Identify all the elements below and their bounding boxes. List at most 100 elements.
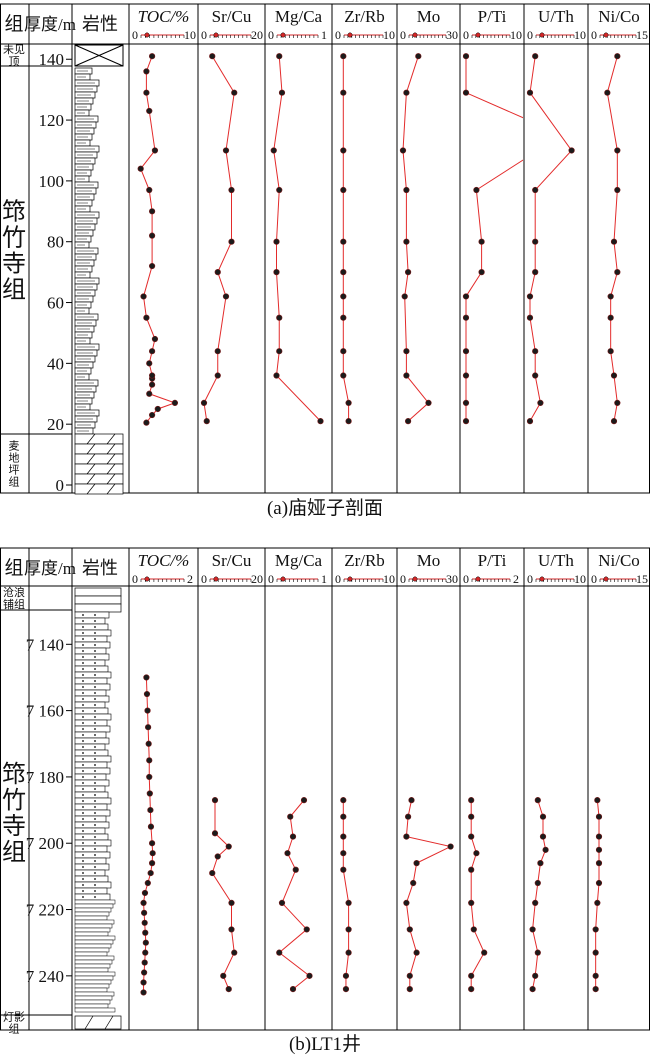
siltstone-bed [74,827,106,835]
siltstone-bed [74,893,111,901]
track-nico: Ni/Co0 15 [591,551,648,993]
data-point [317,418,324,425]
scale-max-label: 30 [446,572,458,586]
silt-dot [82,704,84,706]
track-uth: U/Th 0 10 [526,7,586,425]
series-line [465,56,523,422]
silt-dot [82,752,84,754]
series-line [140,56,177,423]
siltstone-bed [74,773,107,781]
data-point [403,186,410,194]
silt-dot [82,638,84,640]
data-point [425,399,432,406]
silt-dot [94,626,96,628]
data-point [214,372,221,379]
data-point [462,293,470,300]
dolomite-hatch [86,433,96,445]
data-point [595,813,603,820]
shale-bed [74,951,108,957]
siltstone-bed [74,749,109,757]
siltstone-bed [74,641,111,649]
siltstone-bed [74,629,112,637]
data-point [145,724,152,731]
unseen-top-cross [74,44,124,67]
shale-bed [74,979,112,985]
data-point [141,969,148,976]
data-point [340,238,347,245]
data-point [345,418,352,425]
silt-dot [82,794,84,796]
data-point [405,418,412,425]
data-point [345,899,352,907]
silt-dot [82,680,84,682]
formation-label-line: 铺组 [3,597,25,611]
siltstone-bed [74,767,111,775]
data-point [231,949,238,956]
data-point [276,314,283,321]
data-point [592,926,599,933]
scale-max-label: 1 [321,572,327,586]
shale-bed [74,963,111,969]
data-point [278,89,286,96]
track-body [529,797,549,993]
siltstone-bed [74,737,110,745]
data-point [140,293,147,300]
track-body [276,797,313,993]
data-point [143,314,150,321]
silt-dot [94,692,96,694]
depth-tick-label: 7 220 [26,901,64,920]
track-title: Mo [417,551,441,570]
scale-marker [539,32,545,38]
formation-label-char: 坪 [9,463,20,476]
data-point [539,813,547,820]
silt-dot [94,842,96,844]
scale-marker [475,32,481,38]
depth-tick-label: 7 160 [26,702,64,721]
data-point [595,846,603,853]
depth-tick-label: 40 [47,354,64,373]
data-point [340,797,347,804]
scale-max-label: 20 [251,572,263,586]
data-point [526,89,534,96]
data-point [149,232,156,239]
data-point [276,186,283,194]
data-point [149,348,156,355]
data-point [473,186,480,194]
dolomite-bed [74,463,124,475]
silt-dot [82,668,84,670]
scale-marker [539,576,545,582]
series-line [529,56,573,422]
silt-dot [82,710,84,712]
data-point [292,866,299,873]
scale-max-label: 2 [187,572,193,586]
dolomite-bed [74,453,124,465]
data-point [594,899,601,907]
shale-bed [74,995,113,1001]
data-point [595,879,603,887]
dolomite-hatch [86,453,96,465]
data-point [345,926,352,933]
track-srcu: Sr/Cu 0 20 [201,551,263,993]
data-point [228,186,235,194]
shale-bed [74,907,112,913]
data-point [614,186,621,194]
data-point [340,89,347,96]
series-line [405,800,453,990]
data-point [345,949,352,956]
data-point [149,208,156,215]
track-pti: P/Ti 0 10 [462,7,523,425]
data-point [403,238,410,245]
formation-label-char: 地 [9,451,20,464]
data-point [151,335,159,343]
data-point [340,833,347,840]
data-point [340,186,347,194]
data-point [592,986,599,993]
data-point [142,929,149,936]
data-point [607,314,614,321]
panel-caption: (a)庙娅子剖面 [267,497,383,519]
series-line [211,800,235,990]
data-point [340,147,347,154]
data-point [340,850,347,857]
track-title: Mg/Ca [275,551,323,570]
siltstone-bed [74,803,108,811]
